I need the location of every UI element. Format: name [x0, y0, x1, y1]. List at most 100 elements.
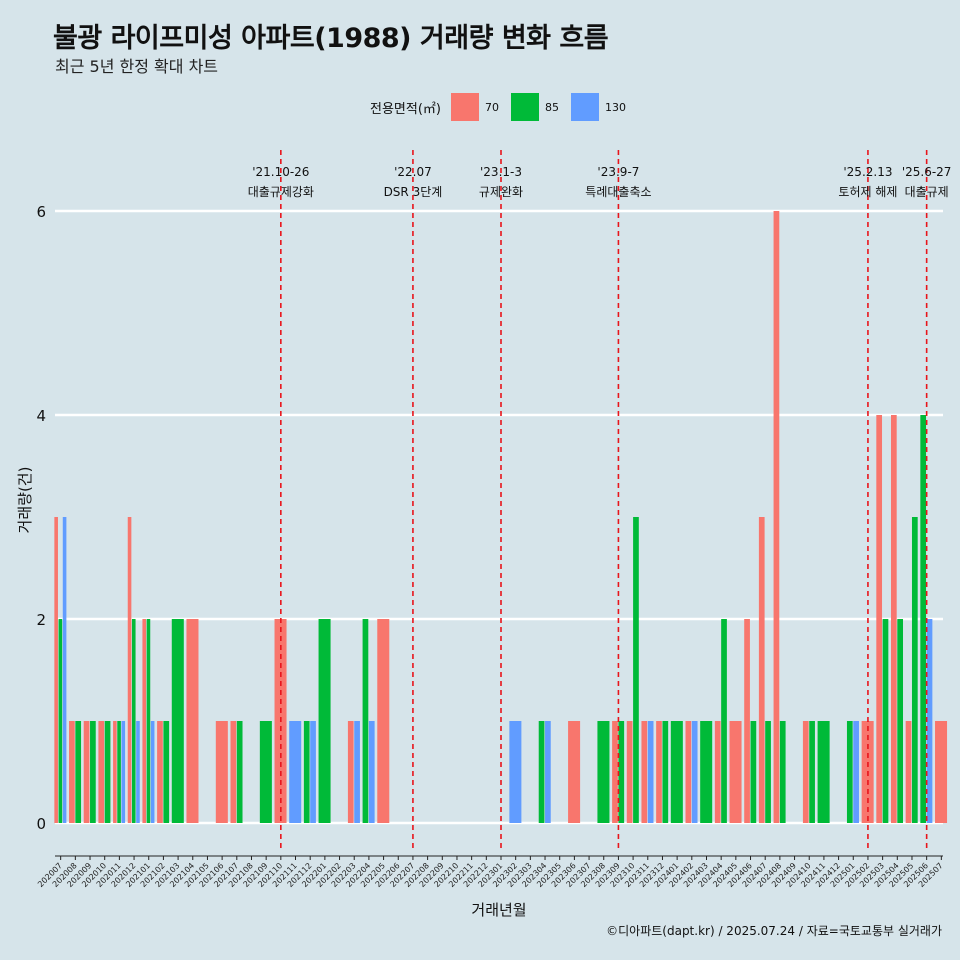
bar-85-202007 [58, 619, 63, 823]
event-name-label: DSR 3단계 [384, 185, 443, 199]
caption: ©디아파트(dapt.kr) / 2025.07.24 / 자료=국토교통부 실… [606, 924, 942, 938]
bar-130-202012 [136, 721, 140, 823]
legend-item-70: 70 [450, 93, 503, 121]
bar-70-202504 [890, 415, 897, 823]
bar-85-202109 [259, 721, 272, 823]
legend-item-130: 130 [570, 93, 630, 121]
y-tick-label: 4 [36, 407, 46, 425]
bar-85-202403 [700, 721, 713, 823]
bar-70-202405 [729, 721, 742, 823]
bar-130-202011 [121, 721, 126, 823]
legend-item-85: 85 [510, 93, 563, 121]
bar-85-202304 [538, 721, 545, 823]
bar-130-202112 [310, 721, 316, 823]
event-date-label: '25.6-27 [902, 165, 952, 179]
bar-70-202406 [744, 619, 750, 823]
y-tick-label: 6 [36, 203, 46, 221]
bar-85-202102 [163, 721, 170, 823]
bar-70-202008 [69, 721, 75, 823]
legend-swatch-70 [450, 93, 479, 121]
bar-130-202304 [545, 721, 551, 823]
bar-70-202311 [641, 721, 648, 823]
y-tick-label: 0 [36, 815, 46, 833]
bar-130-202311 [647, 721, 654, 823]
legend-title: 전용면적(㎡) [370, 101, 441, 117]
bar-85-202204 [362, 619, 369, 823]
bar-85-202010 [104, 721, 111, 823]
bar-85-202504 [897, 619, 904, 823]
bar-130-202402 [691, 721, 698, 823]
bar-85-202506 [920, 415, 927, 823]
bar-130-202302 [509, 721, 522, 823]
legend: 전용면적(㎡) 70 85 130 [370, 92, 638, 122]
bar-85-202312 [662, 721, 669, 823]
bar-70-202402 [685, 721, 692, 823]
bar-85-202503 [882, 619, 889, 823]
bar-70-202503 [876, 415, 883, 823]
bar-85-202201 [318, 619, 331, 823]
bar-85-202411 [817, 721, 830, 823]
bar-70-202010 [98, 721, 105, 823]
bar-70-202104 [186, 619, 199, 823]
event-name-label: 특례대출축소 [585, 185, 651, 199]
y-axis-title: 거래량(건) [16, 467, 34, 534]
chart-subtitle: 최근 5년 한정 확대 차트 [55, 57, 219, 76]
legend-swatch-85 [510, 93, 539, 121]
event-date-label: '23.1-3 [480, 165, 522, 179]
bar-70-202012 [127, 517, 132, 823]
chart-title: 불광 라이프미성 아파트(1988) 거래량 변화 흐름 [53, 23, 609, 54]
bar-70-202203 [347, 721, 354, 823]
bar-70-202404 [714, 721, 721, 823]
bar-85-202008 [75, 721, 82, 823]
bar-85-202310 [633, 517, 639, 823]
bar-70-202007 [54, 517, 58, 823]
event-date-label: '23.9-7 [597, 165, 639, 179]
bar-70-202306 [568, 721, 581, 823]
bar-85-202407 [765, 721, 771, 823]
bar-85-202107 [236, 721, 243, 823]
y-tick-label: 2 [36, 611, 46, 629]
bar-85-202101 [146, 619, 151, 823]
event-name-label: 대출규제강화 [248, 185, 314, 199]
event-date-label: '22.07 [394, 165, 432, 179]
bar-85-202309 [618, 721, 625, 823]
bar-130-202203 [354, 721, 360, 823]
bar-70-202407 [758, 517, 765, 823]
bar-70-202410 [802, 721, 809, 823]
event-name-label: 규제완화 [479, 185, 523, 199]
legend-label-85: 85 [544, 100, 559, 114]
bar-70-202107 [230, 721, 237, 823]
bar-85-202404 [721, 619, 727, 823]
bar-70-202507 [935, 721, 948, 823]
bar-70-202106 [215, 721, 228, 823]
event-name-label: 토허제 해제 [838, 185, 897, 199]
bar-85-202009 [90, 721, 96, 823]
bar-85-202505 [911, 517, 918, 823]
bar-85-202410 [809, 721, 815, 823]
bar-85-202308 [597, 721, 610, 823]
bar-130-202007 [62, 517, 67, 823]
bar-85-202103 [171, 619, 184, 823]
bar-85-202406 [750, 721, 757, 823]
bar-130-202506 [926, 619, 933, 823]
bar-70-202011 [113, 721, 117, 823]
bar-85-202401 [670, 721, 683, 823]
bar-70-202408 [773, 211, 780, 823]
bar-70-202102 [157, 721, 163, 823]
bar-85-202408 [779, 721, 786, 823]
bar-70-202009 [83, 721, 90, 823]
bar-130-202101 [150, 721, 155, 823]
legend-label-130: 130 [604, 100, 626, 114]
bar-85-202012 [131, 619, 136, 823]
bar-70-202312 [656, 721, 662, 823]
bar-85-202112 [303, 721, 310, 823]
bar-130-202111 [289, 721, 302, 823]
bar-70-202505 [905, 721, 912, 823]
bar-85-202501 [846, 721, 853, 823]
bar-130-202204 [368, 721, 375, 823]
bar-70-202310 [626, 721, 633, 823]
x-axis-title: 거래년월 [471, 901, 526, 919]
bar-70-202101 [142, 619, 147, 823]
